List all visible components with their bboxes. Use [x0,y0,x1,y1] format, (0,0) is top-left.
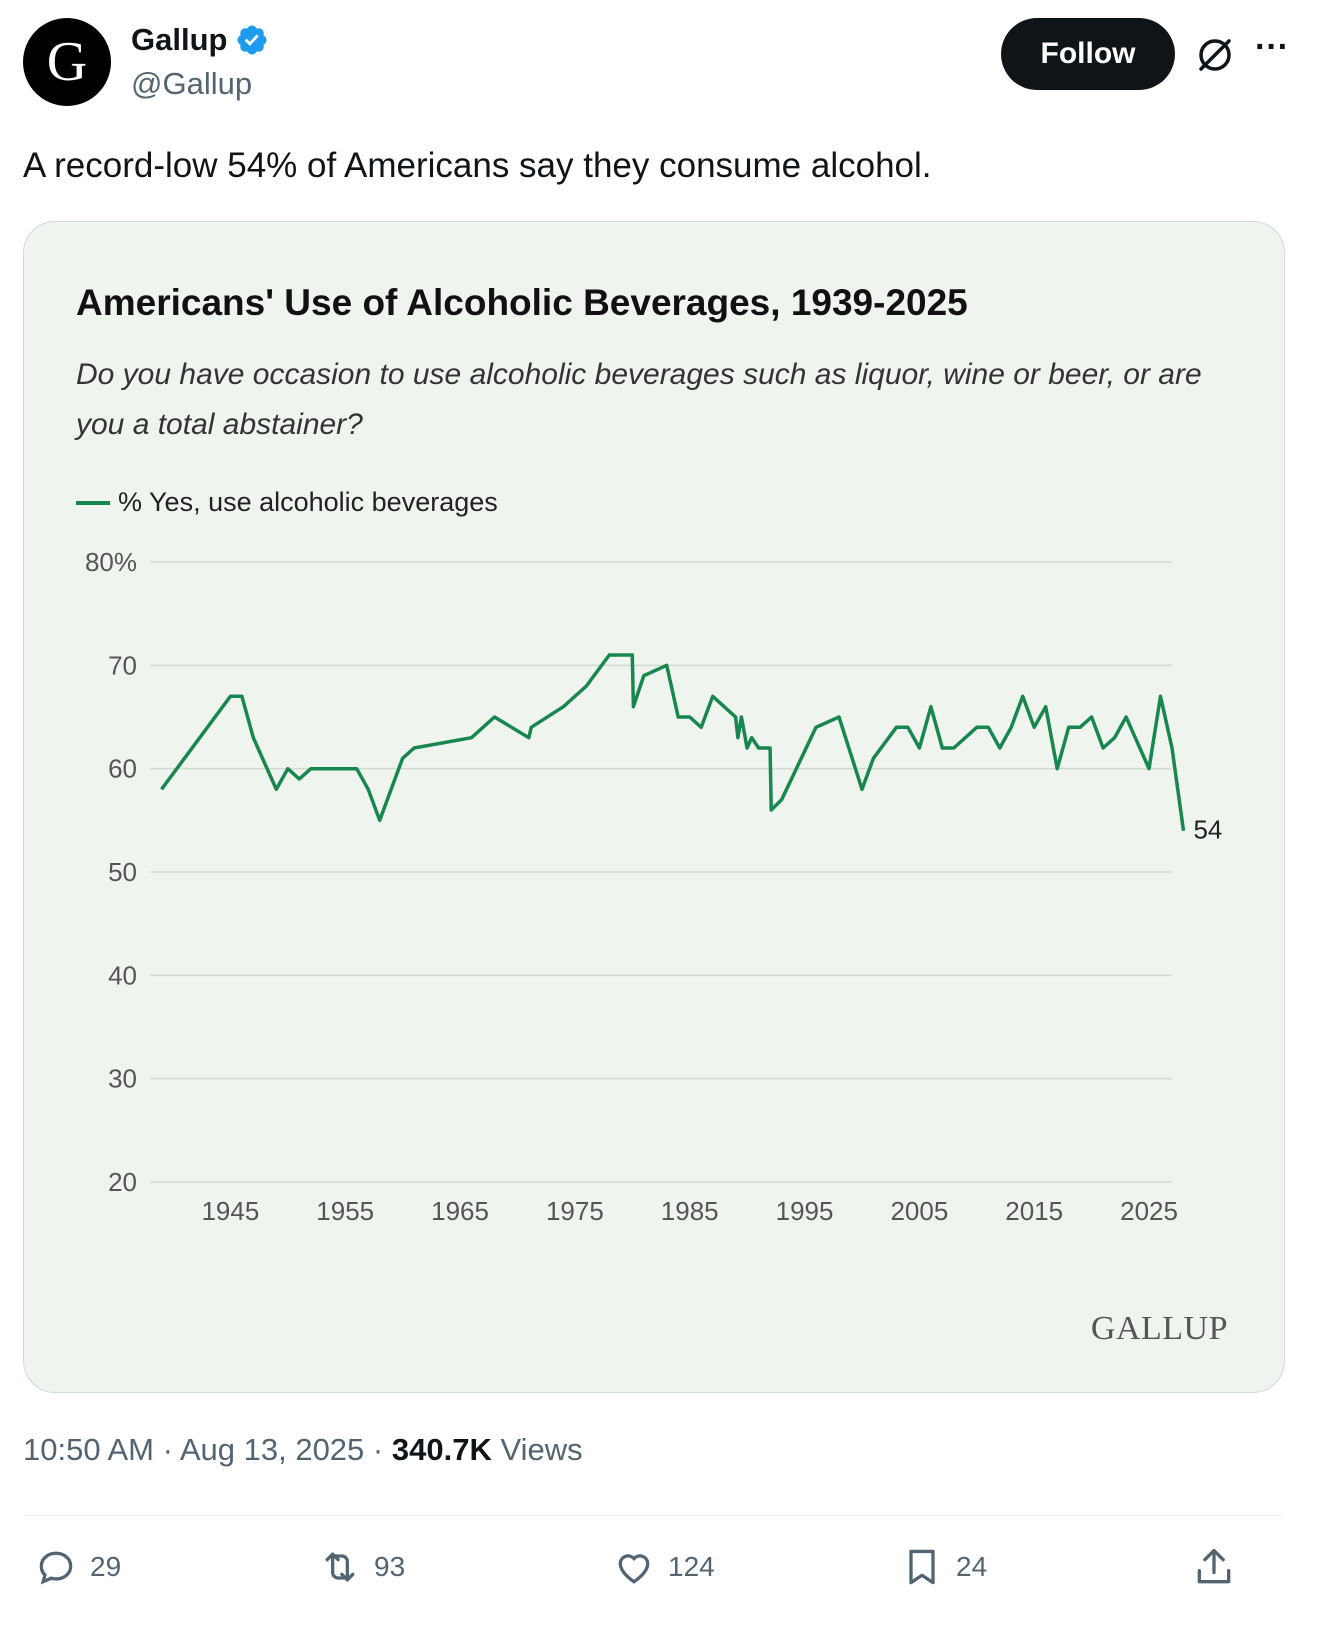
bookmark-icon[interactable] [900,1545,944,1589]
divider [23,1515,1285,1516]
series-layer [160,653,1186,831]
y-tick-label: 80% [85,547,137,577]
y-tick-label: 60 [108,754,137,784]
reply-action[interactable]: 29 [34,1545,121,1589]
bookmark-count: 24 [956,1551,988,1582]
x-tick-label: 2025 [1120,1196,1178,1226]
end-label-layer: 54 [1193,815,1222,845]
legend-swatch [76,500,110,505]
share-icon[interactable] [1192,1545,1236,1589]
tweet-meta: 10:50 AM · Aug 13, 2025 · 340.7K Views [23,1432,583,1468]
share-action[interactable] [1192,1545,1236,1589]
legend-label: % Yes, use alcoholic beverages [118,487,498,517]
tweet-time[interactable]: 10:50 AM [23,1432,154,1467]
reply-count: 29 [90,1551,122,1582]
author-name-row: Gallup [131,22,269,58]
series-line-0 [160,653,1186,831]
author-handle[interactable]: @Gallup [131,66,253,101]
chart-legend: % Yes, use alcoholic beverages [76,487,498,518]
gallup-logo: GALLUP [1091,1310,1228,1348]
views-count: 340.7K [391,1432,492,1467]
views-label: Views [500,1432,583,1467]
chart-title: Americans' Use of Alcoholic Beverages, 1… [76,282,968,323]
meta-separator: · [162,1432,173,1467]
x-axis-ticks: 1945 1955 1965 1975 1985 1995 2005 2015 2025 [201,1196,1177,1226]
meta-separator-2: · [372,1432,384,1467]
x-tick-label: 1985 [661,1196,719,1226]
x-tick-label: 1995 [776,1196,834,1226]
tweet-date[interactable]: Aug 13, 2025 [179,1432,365,1467]
author-display-name[interactable]: Gallup [131,22,228,57]
more-options-icon[interactable]: ··· [1255,28,1289,66]
verified-badge-icon [237,25,267,55]
x-tick-label: 1955 [316,1196,374,1226]
chart-subtitle: Do you have occasion to use alcoholic be… [76,358,1202,441]
chart-plot: 80% 70 60 50 40 30 20 1945 1955 1965 1975 1985 1995… [85,547,1222,1226]
y-tick-label: 30 [108,1064,137,1094]
x-tick-label: 2015 [1005,1196,1063,1226]
y-tick-label: 40 [108,960,137,990]
like-count: 124 [668,1551,715,1582]
gridlines [150,561,1172,1183]
x-tick-label: 1975 [546,1196,604,1226]
x-tick-label: 1965 [431,1196,489,1226]
end-value-label: 54 [1193,815,1222,845]
avatar[interactable]: G [23,18,111,106]
chart-image-card[interactable]: Americans' Use of Alcoholic Beverages, 1… [23,221,1285,1393]
heart-icon[interactable] [612,1545,656,1589]
y-tick-label: 50 [108,857,137,887]
reply-icon[interactable] [34,1545,78,1589]
x-tick-label: 1945 [201,1196,259,1226]
gallup-logo-text: GALLUP [1090,1310,1228,1347]
like-action[interactable]: 124 [612,1545,715,1589]
follow-button[interactable]: Follow [1001,18,1175,90]
repost-count: 93 [374,1551,406,1582]
bookmark-action[interactable]: 24 [900,1545,987,1589]
y-tick-label: 70 [108,650,137,680]
x-tick-label: 2005 [890,1196,948,1226]
y-tick-label: 20 [108,1167,137,1197]
repost-icon[interactable] [318,1545,362,1589]
tweet-text: A record-low 54% of Americans say they c… [23,146,932,185]
repost-action[interactable]: 93 [318,1545,405,1589]
y-axis-ticks: 80% 70 60 50 40 30 20 [85,547,137,1197]
grok-icon[interactable] [1195,35,1235,75]
avatar-letter: G [46,31,88,93]
